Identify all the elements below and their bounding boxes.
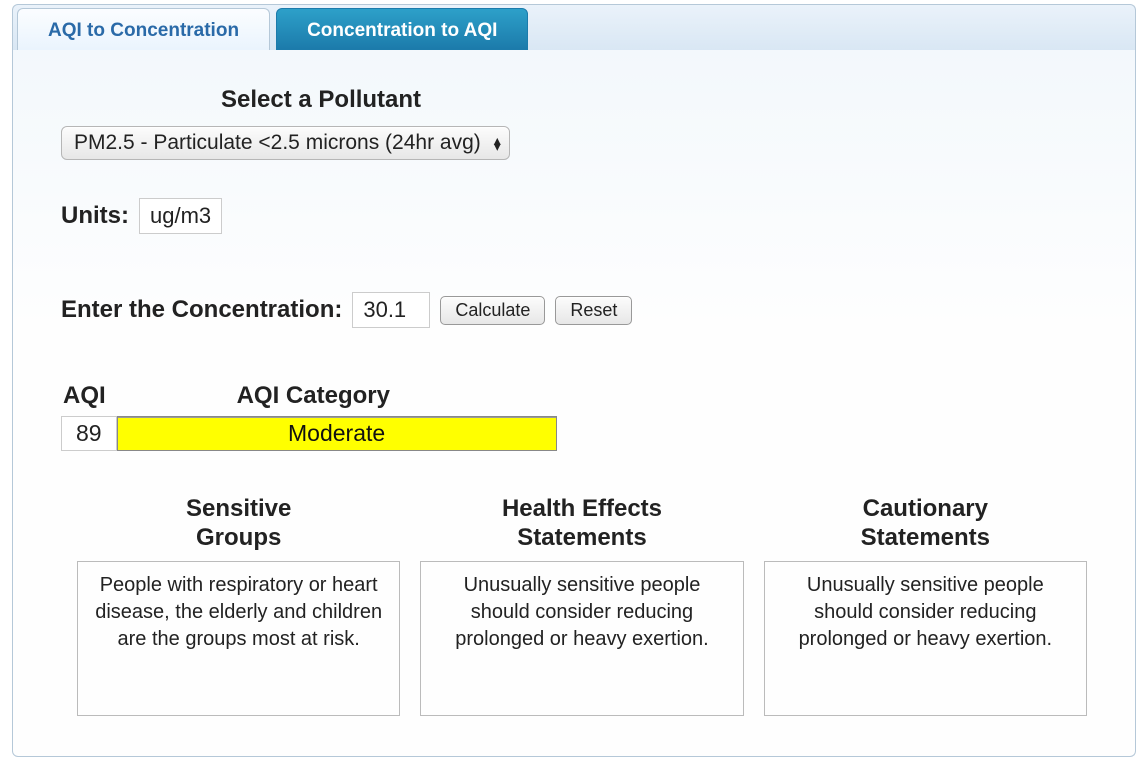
units-row: Units: ug/m3 — [61, 198, 1087, 234]
reset-button[interactable]: Reset — [555, 296, 632, 325]
tab-concentration-to-aqi[interactable]: Concentration to AQI — [276, 8, 528, 50]
tab-bar: AQI to Concentration Concentration to AQ… — [12, 4, 1136, 50]
health-effects-body: Unusually sensitive people should consid… — [420, 561, 743, 716]
aqi-category-col: AQI Category Moderate — [187, 382, 627, 451]
tab-label: AQI to Concentration — [48, 20, 239, 41]
concentration-label: Enter the Concentration: — [61, 296, 342, 324]
cautionary-body: Unusually sensitive people should consid… — [764, 561, 1087, 716]
tab-aqi-to-concentration[interactable]: AQI to Concentration — [17, 8, 270, 50]
heading-line1: Health Effects — [502, 495, 662, 522]
pollutant-selected-text: PM2.5 - Particulate <2.5 microns (24hr a… — [74, 131, 481, 154]
cautionary-col: Cautionary Statements Unusually sensitiv… — [764, 495, 1087, 716]
units-value: ug/m3 — [139, 198, 222, 234]
pollutant-heading: Select a Pollutant — [221, 86, 1087, 114]
concentration-row: Enter the Concentration: 30.1 Calculate … — [61, 292, 1087, 328]
content-panel: Select a Pollutant PM2.5 - Particulate <… — [12, 50, 1136, 757]
sensitive-groups-body: People with respiratory or heart disease… — [77, 561, 400, 716]
heading-line1: Cautionary — [863, 495, 988, 522]
aqi-category-heading: AQI Category — [237, 382, 627, 410]
statements-row: Sensitive Groups People with respiratory… — [77, 495, 1087, 716]
chevron-updown-icon: ▴▾ — [494, 137, 501, 149]
sensitive-groups-col: Sensitive Groups People with respiratory… — [77, 495, 400, 716]
cautionary-heading: Cautionary Statements — [861, 495, 990, 553]
health-effects-col: Health Effects Statements Unusually sens… — [420, 495, 743, 716]
units-label: Units: — [61, 202, 129, 230]
aqi-value-col: AQI 89 — [61, 382, 117, 451]
tab-label: Concentration to AQI — [307, 20, 497, 41]
concentration-input[interactable]: 30.1 — [352, 292, 430, 328]
heading-line2: Statements — [861, 524, 990, 551]
calculate-button[interactable]: Calculate — [440, 296, 545, 325]
health-effects-heading: Health Effects Statements — [502, 495, 662, 553]
aqi-value: 89 — [61, 416, 117, 451]
sensitive-groups-heading: Sensitive Groups — [186, 495, 291, 553]
heading-line2: Groups — [196, 524, 281, 551]
pollutant-select[interactable]: PM2.5 - Particulate <2.5 microns (24hr a… — [61, 126, 510, 160]
aqi-value-heading: AQI — [61, 382, 117, 410]
aqi-result-row: AQI 89 AQI Category Moderate — [61, 382, 1087, 451]
aqi-category-value: Moderate — [117, 416, 557, 451]
pollutant-section: Select a Pollutant PM2.5 - Particulate <… — [61, 86, 1087, 160]
heading-line1: Sensitive — [186, 495, 291, 522]
heading-line2: Statements — [517, 524, 646, 551]
